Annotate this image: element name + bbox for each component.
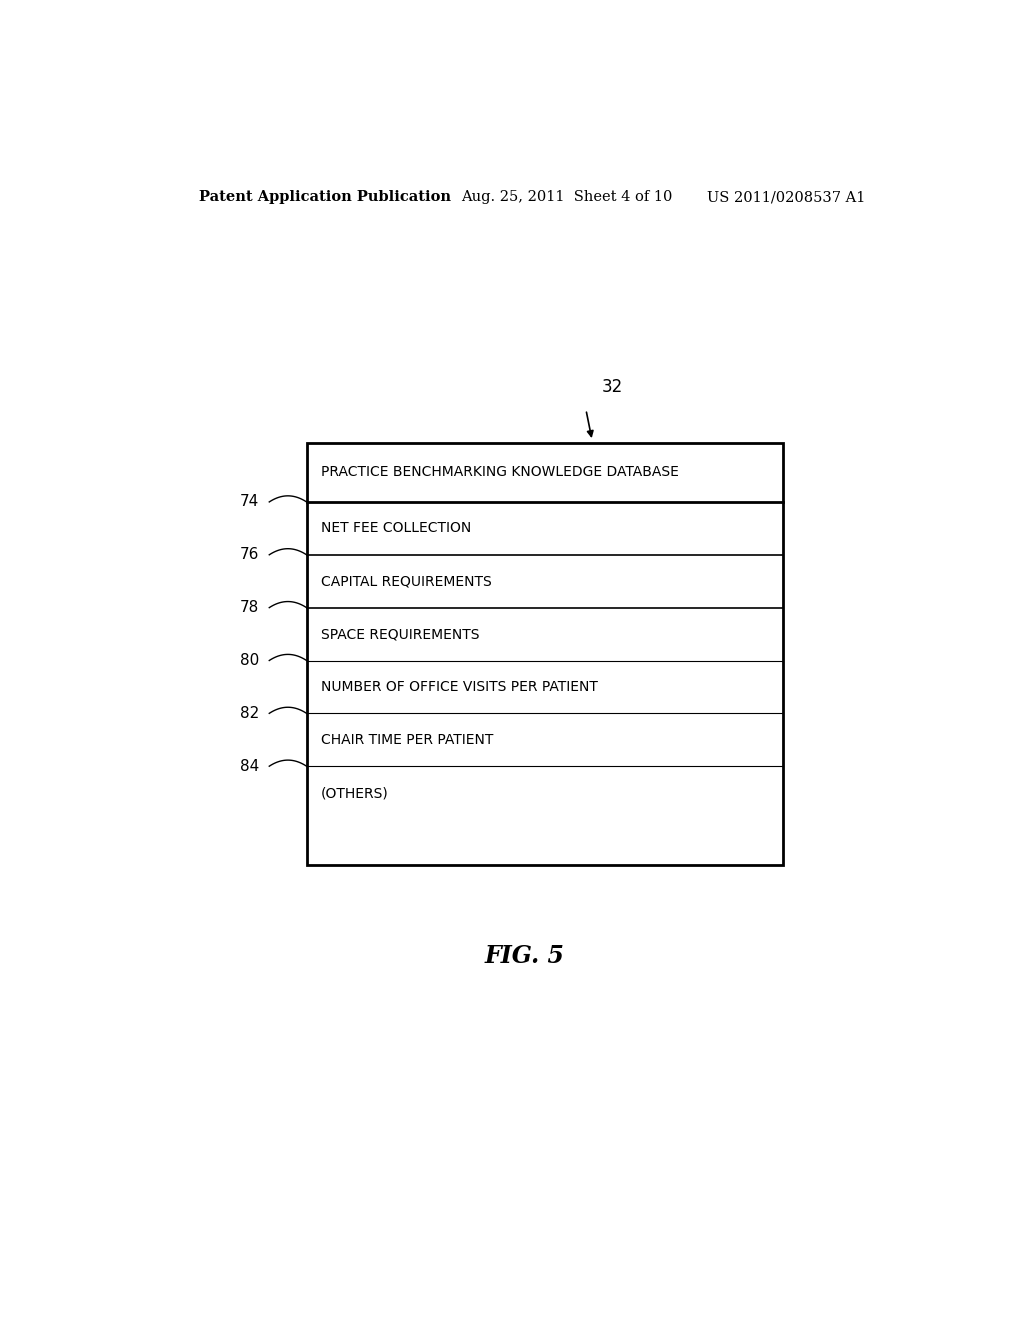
Text: 76: 76 bbox=[240, 548, 259, 562]
Text: Aug. 25, 2011  Sheet 4 of 10: Aug. 25, 2011 Sheet 4 of 10 bbox=[461, 190, 673, 205]
Text: SPACE REQUIREMENTS: SPACE REQUIREMENTS bbox=[321, 627, 479, 642]
Text: 82: 82 bbox=[240, 706, 259, 721]
Text: NET FEE COLLECTION: NET FEE COLLECTION bbox=[321, 521, 471, 536]
Text: Patent Application Publication: Patent Application Publication bbox=[200, 190, 452, 205]
Text: PRACTICE BENCHMARKING KNOWLEDGE DATABASE: PRACTICE BENCHMARKING KNOWLEDGE DATABASE bbox=[321, 466, 679, 479]
Text: (OTHERS): (OTHERS) bbox=[321, 787, 388, 800]
Text: 78: 78 bbox=[240, 601, 259, 615]
Text: FIG. 5: FIG. 5 bbox=[484, 944, 565, 969]
Text: US 2011/0208537 A1: US 2011/0208537 A1 bbox=[708, 190, 865, 205]
Text: CHAIR TIME PER PATIENT: CHAIR TIME PER PATIENT bbox=[321, 733, 494, 747]
Text: CAPITAL REQUIREMENTS: CAPITAL REQUIREMENTS bbox=[321, 574, 492, 589]
Text: 32: 32 bbox=[601, 378, 623, 396]
Text: 80: 80 bbox=[240, 653, 259, 668]
Text: 74: 74 bbox=[240, 495, 259, 510]
Text: NUMBER OF OFFICE VISITS PER PATIENT: NUMBER OF OFFICE VISITS PER PATIENT bbox=[321, 680, 598, 694]
Bar bbox=[306, 444, 782, 865]
Text: 84: 84 bbox=[240, 759, 259, 774]
